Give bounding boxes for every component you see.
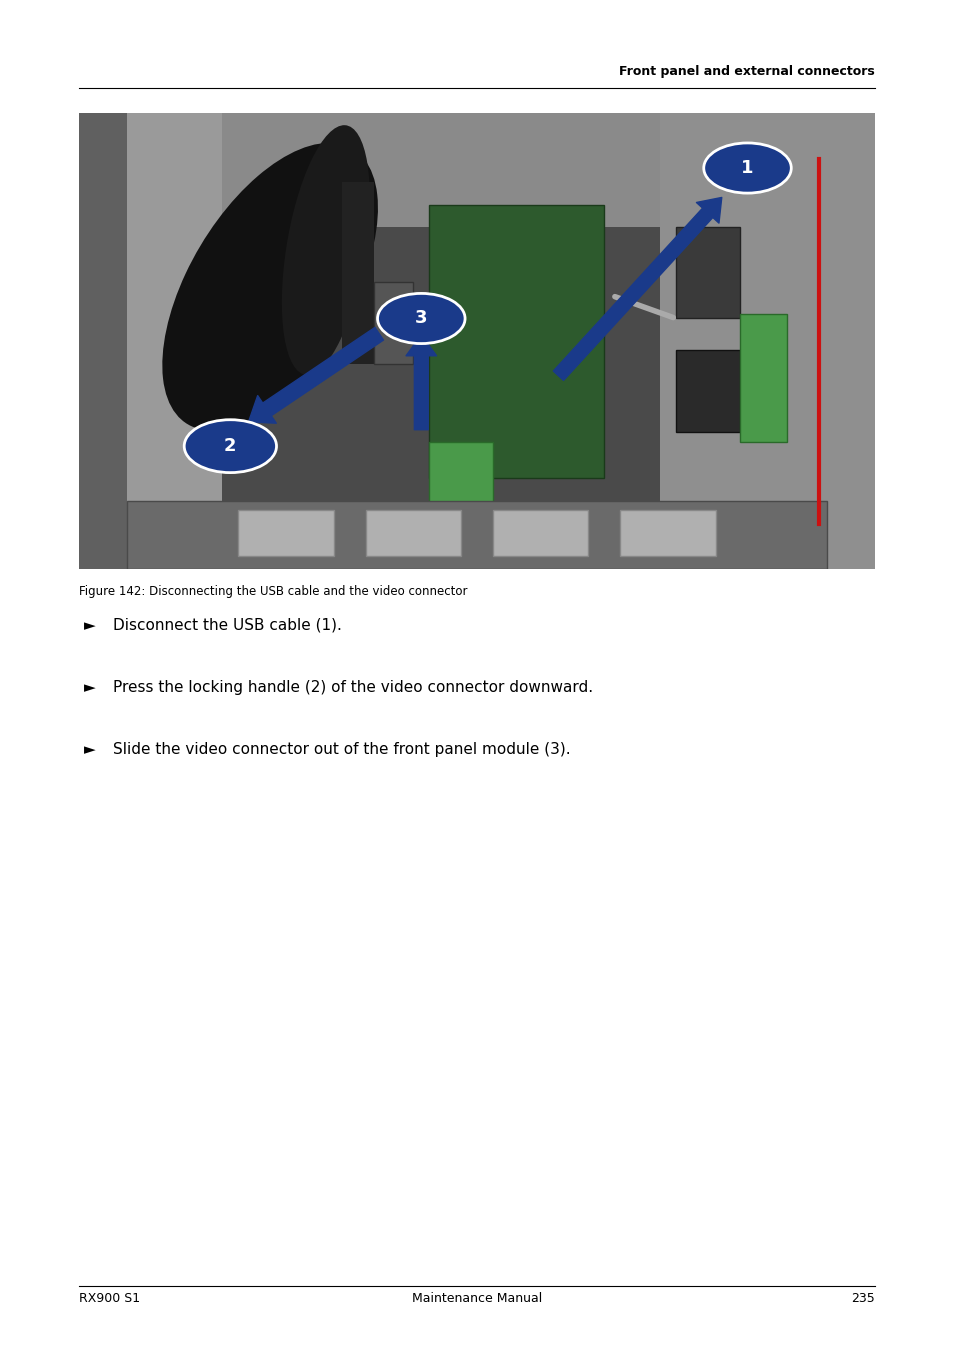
Bar [374,282,413,364]
Circle shape [703,143,790,193]
Text: 12.2.3   Removing the front panel module: 12.2.3 Removing the front panel module [84,125,607,146]
Text: 1: 1 [740,159,753,177]
Text: Press the locking handle (2) of the video connector downward.: Press the locking handle (2) of the vide… [112,680,592,695]
Text: 3: 3 [415,309,427,328]
Bar [675,351,739,433]
FancyArrowPatch shape [249,328,383,424]
Circle shape [377,294,464,344]
Text: ►: ► [84,618,95,633]
Bar [493,510,588,556]
Circle shape [184,420,276,472]
Bar [659,113,874,569]
Text: ►: ► [84,680,95,695]
Bar [222,227,659,500]
Text: Figure 142: Disconnecting the USB cable and the video connector: Figure 142: Disconnecting the USB cable … [79,585,467,599]
Bar [238,510,334,556]
Text: ►: ► [84,742,95,757]
Text: RX900 S1: RX900 S1 [79,1292,140,1306]
Bar [429,441,493,523]
Text: Slide the video connector out of the front panel module (3).: Slide the video connector out of the fro… [112,742,570,757]
Text: 235: 235 [850,1292,874,1306]
Bar [127,500,826,569]
Ellipse shape [281,125,370,375]
Bar [675,228,739,318]
Ellipse shape [162,143,377,430]
Bar [341,182,374,364]
FancyArrowPatch shape [553,197,721,380]
Text: Disconnect the USB cable (1).: Disconnect the USB cable (1). [112,618,341,633]
Bar [79,113,127,569]
FancyArrowPatch shape [615,297,673,317]
Text: Front panel and external connectors: Front panel and external connectors [618,65,874,77]
Bar [739,314,786,441]
Text: 2: 2 [224,437,236,455]
Bar [365,510,460,556]
FancyArrowPatch shape [406,335,436,430]
Bar [619,510,715,556]
Bar [429,205,603,478]
Text: Maintenance Manual: Maintenance Manual [412,1292,541,1306]
Bar [79,113,222,569]
Bar [222,113,659,228]
